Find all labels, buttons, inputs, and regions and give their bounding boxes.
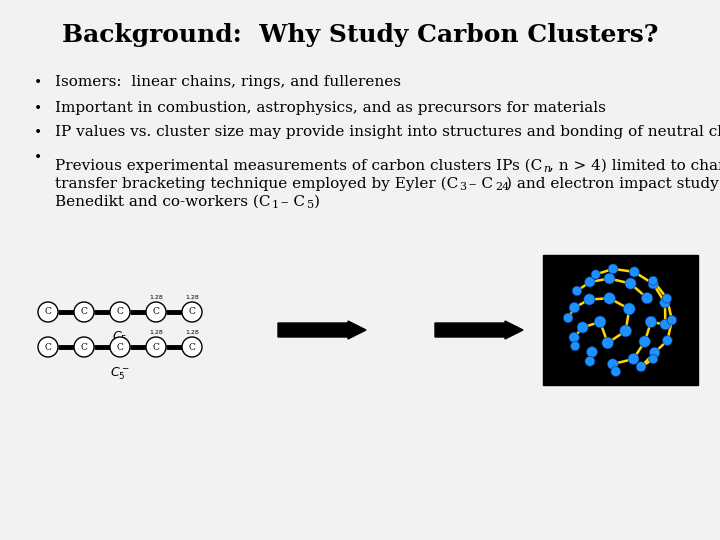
Text: C: C xyxy=(153,307,159,316)
Circle shape xyxy=(642,293,653,304)
Text: transfer bracketing technique employed by Eyler (C: transfer bracketing technique employed b… xyxy=(55,177,458,191)
Text: •: • xyxy=(34,150,42,164)
Circle shape xyxy=(110,302,130,322)
Circle shape xyxy=(591,270,600,279)
Text: 1.28: 1.28 xyxy=(149,330,163,335)
Text: 1.28: 1.28 xyxy=(185,330,199,335)
Text: •: • xyxy=(34,101,42,115)
Text: 1.28: 1.28 xyxy=(185,295,199,300)
Circle shape xyxy=(585,356,595,366)
Text: •: • xyxy=(34,75,42,89)
Text: Isomers:  linear chains, rings, and fullerenes: Isomers: linear chains, rings, and fulle… xyxy=(55,75,401,89)
Circle shape xyxy=(38,337,58,357)
Circle shape xyxy=(146,337,166,357)
Text: 5: 5 xyxy=(307,200,315,210)
Circle shape xyxy=(604,273,615,284)
Text: 1.28: 1.28 xyxy=(149,295,163,300)
Text: transfer bracketing technique employed by Eyler (C3 – C: transfer bracketing technique employed b… xyxy=(55,177,497,191)
Circle shape xyxy=(585,277,595,287)
Text: $C_5$: $C_5$ xyxy=(112,330,127,345)
Text: , n > 4) limited to charge: , n > 4) limited to charge xyxy=(549,159,720,173)
Circle shape xyxy=(660,319,671,330)
Text: 1: 1 xyxy=(271,200,279,210)
Circle shape xyxy=(587,347,598,357)
Text: Previous experimental measurements of carbon clusters IPs (C: Previous experimental measurements of ca… xyxy=(55,159,542,173)
Text: Benedikt and co-workers (C: Benedikt and co-workers (C xyxy=(55,195,271,209)
Text: Benedikt and co-workers (C1 – C: Benedikt and co-workers (C1 – C xyxy=(55,195,310,209)
Text: 3: 3 xyxy=(459,182,467,192)
Circle shape xyxy=(620,325,631,337)
Circle shape xyxy=(569,302,580,313)
Circle shape xyxy=(662,336,672,346)
Circle shape xyxy=(624,303,635,315)
Text: C: C xyxy=(117,342,123,352)
Circle shape xyxy=(649,276,657,285)
Circle shape xyxy=(625,278,636,289)
Text: ): ) xyxy=(314,195,320,209)
Circle shape xyxy=(649,355,658,363)
Text: C: C xyxy=(189,307,195,316)
Text: IP values vs. cluster size may provide insight into structures and bonding of ne: IP values vs. cluster size may provide i… xyxy=(55,125,720,139)
Circle shape xyxy=(645,316,657,328)
FancyArrow shape xyxy=(278,321,366,339)
FancyArrow shape xyxy=(435,321,523,339)
Text: C: C xyxy=(45,342,51,352)
Circle shape xyxy=(636,362,646,372)
Text: C: C xyxy=(153,342,159,352)
Circle shape xyxy=(38,302,58,322)
Circle shape xyxy=(584,294,595,305)
Circle shape xyxy=(639,336,650,347)
Text: transfer bracketing technique employed by Eyler (C: transfer bracketing technique employed b… xyxy=(55,177,458,191)
Circle shape xyxy=(608,264,618,274)
Circle shape xyxy=(563,313,573,323)
Circle shape xyxy=(611,367,621,376)
Bar xyxy=(543,255,698,385)
Text: Benedikt and co-workers (C: Benedikt and co-workers (C xyxy=(55,195,271,209)
Circle shape xyxy=(629,267,639,277)
Circle shape xyxy=(572,286,582,296)
Circle shape xyxy=(649,347,660,358)
Circle shape xyxy=(182,302,202,322)
Text: C: C xyxy=(117,307,123,316)
Circle shape xyxy=(569,332,580,342)
Circle shape xyxy=(648,279,658,289)
Circle shape xyxy=(602,337,613,349)
Circle shape xyxy=(660,298,670,308)
Text: C: C xyxy=(81,307,87,316)
Text: 24: 24 xyxy=(495,182,509,192)
Text: ) and electron impact study by: ) and electron impact study by xyxy=(506,177,720,191)
Circle shape xyxy=(628,353,639,365)
Text: – C: – C xyxy=(276,195,305,209)
Circle shape xyxy=(74,337,94,357)
Text: C: C xyxy=(81,342,87,352)
Circle shape xyxy=(110,337,130,357)
Text: Background:  Why Study Carbon Clusters?: Background: Why Study Carbon Clusters? xyxy=(62,23,658,47)
Text: Previous experimental measurements of carbon clusters IPs (C: Previous experimental measurements of ca… xyxy=(55,159,542,173)
Circle shape xyxy=(594,316,606,328)
Text: $C_5^-$: $C_5^-$ xyxy=(110,365,130,381)
Circle shape xyxy=(74,302,94,322)
Circle shape xyxy=(577,322,588,333)
Text: – C: – C xyxy=(464,177,493,191)
Circle shape xyxy=(570,341,580,351)
Circle shape xyxy=(608,359,618,369)
Text: C: C xyxy=(189,342,195,352)
Text: •: • xyxy=(34,125,42,139)
Text: C: C xyxy=(45,307,51,316)
Circle shape xyxy=(667,315,677,325)
Text: Important in combustion, astrophysics, and as precursors for materials: Important in combustion, astrophysics, a… xyxy=(55,101,606,115)
Text: n: n xyxy=(544,164,550,174)
Circle shape xyxy=(603,293,616,304)
Circle shape xyxy=(146,302,166,322)
Circle shape xyxy=(182,337,202,357)
Circle shape xyxy=(662,294,672,303)
